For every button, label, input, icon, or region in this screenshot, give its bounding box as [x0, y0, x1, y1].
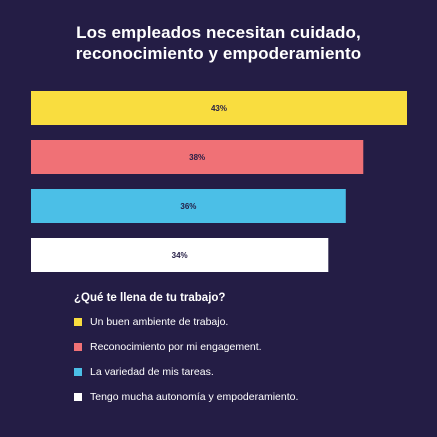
legend-item: Tengo mucha autonomía y empoderamiento. — [74, 390, 298, 403]
legend: ¿Qué te llena de tu trabajo? Un buen amb… — [74, 292, 298, 415]
legend-label: Reconocimiento por mi engagement. — [90, 340, 262, 353]
bar-value-label: 43% — [211, 104, 227, 113]
bar — [31, 91, 407, 125]
legend-item: La variedad de mis tareas. — [74, 365, 298, 378]
chart-title-line-1: Los empleados necesitan cuidado, — [76, 23, 361, 42]
legend-item: Un buen ambiente de trabajo. — [74, 315, 298, 328]
legend-swatch — [74, 367, 82, 376]
legend-swatch — [74, 392, 82, 401]
bar-value-label: 34% — [172, 251, 188, 260]
legend-label: Un buen ambiente de trabajo. — [90, 315, 229, 328]
legend-swatch — [74, 317, 82, 326]
bar-chart: 43% 38% 36% 34% — [31, 91, 407, 272]
bar — [31, 238, 329, 272]
bar-value-label: 36% — [180, 202, 196, 211]
legend-label: Tengo mucha autonomía y empoderamiento. — [90, 390, 299, 403]
legend-swatch — [74, 342, 82, 351]
bar-value-label: 38% — [189, 153, 205, 162]
bar — [31, 189, 346, 223]
bar — [31, 140, 364, 174]
chart-title-line-2: reconocimiento y empoderamiento — [75, 44, 362, 63]
chart-title: Los empleados necesitan cuidado, reconoc… — [0, 22, 437, 64]
legend-title: ¿Qué te llena de tu trabajo? — [74, 292, 226, 304]
legend-label: La variedad de mis tareas. — [90, 365, 214, 378]
legend-item: Reconocimiento por mi engagement. — [74, 340, 298, 353]
